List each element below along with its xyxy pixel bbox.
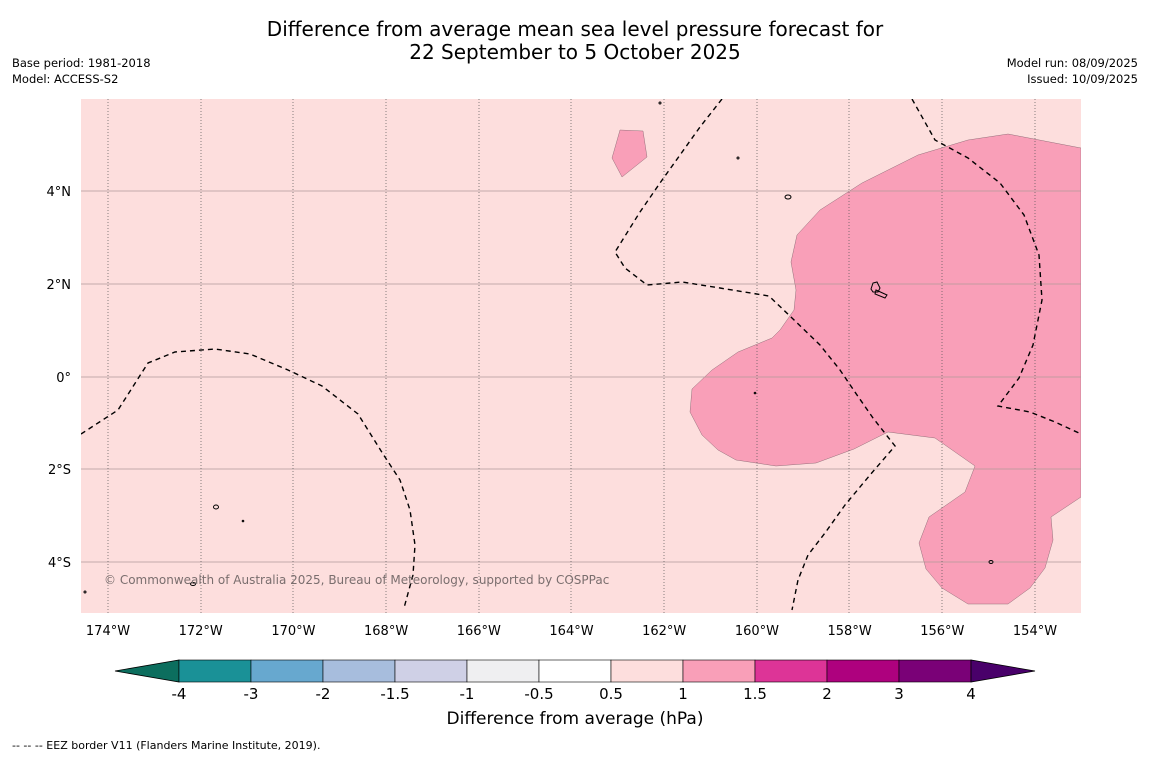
colorbar-tick: 4 (966, 685, 976, 703)
model-run: Model run: 08/09/2025 (1006, 56, 1138, 70)
colorbar-segment (898, 659, 972, 683)
colorbar-tick: -2 (316, 685, 331, 703)
copyright-text: © Commonwealth of Australia 2025, Bureau… (104, 573, 609, 587)
colorbar-segment (826, 659, 900, 683)
lon-label: 156°W (920, 624, 964, 639)
eez-borders (81, 99, 1081, 611)
colorbar-segment (754, 659, 828, 683)
latitude-labels: 4°N 2°N 0° 2°S 4°S (47, 185, 72, 571)
lon-label: 154°W (1013, 624, 1057, 639)
colorbar (114, 659, 1036, 683)
anomaly-region-east (689, 133, 1081, 605)
colorbar-title: Difference from average (hPa) (446, 709, 704, 729)
meta-left: Base period: 1981-2018 Model: ACCESS-S2 (12, 55, 151, 87)
lon-label: 158°W (828, 624, 872, 639)
lon-label: 166°W (457, 624, 501, 639)
lat-label: 4°N (47, 185, 72, 200)
lat-label: 4°S (48, 556, 71, 571)
colorbar-segment (178, 659, 252, 683)
colorbar-extend-high (970, 659, 1036, 683)
colorbar-segment (538, 659, 612, 683)
colorbar-tick: 1.5 (743, 685, 767, 703)
lon-label: 168°W (364, 624, 408, 639)
colorbar-tick: -0.5 (524, 685, 553, 703)
anomaly-region-north (611, 129, 648, 178)
base-period: Base period: 1981-2018 (12, 56, 151, 70)
lat-label: 0° (56, 371, 71, 386)
colorbar-tick: 3 (894, 685, 904, 703)
meta-right: Model run: 08/09/2025 Issued: 10/09/2025 (1007, 55, 1138, 87)
chart-title: Difference from average mean sea level p… (0, 18, 1150, 64)
longitude-labels: 174°W 172°W 170°W 168°W 166°W 164°W 162°W 160°W… (86, 624, 1057, 639)
colorbar-segment (466, 659, 540, 683)
lat-label: 2°N (47, 278, 72, 293)
model-name: Model: ACCESS-S2 (12, 72, 119, 86)
issued-date: Issued: 10/09/2025 (1027, 72, 1138, 86)
colorbar-tick: 0.5 (599, 685, 623, 703)
colorbar-extend-low (114, 659, 180, 683)
colorbar-tick: -3 (244, 685, 259, 703)
colorbar-segment (610, 659, 684, 683)
colorbar-segment (250, 659, 324, 683)
lon-label: 170°W (271, 624, 315, 639)
colorbar-segment (682, 659, 756, 683)
title-line-1: Difference from average mean sea level p… (266, 17, 884, 41)
colorbar-tick: -4 (172, 685, 187, 703)
colorbar-tick: 1 (678, 685, 688, 703)
island-outlines (83, 101, 994, 594)
title-line-2: 22 September to 5 October 2025 (409, 40, 741, 64)
colorbar-tick: 2 (822, 685, 832, 703)
eez-footnote: -- -- -- EEZ border V11 (Flanders Marine… (12, 739, 321, 752)
lat-label: 2°S (48, 463, 71, 478)
colorbar-tick: -1.5 (380, 685, 409, 703)
lon-label: 162°W (642, 624, 686, 639)
lon-label: 174°W (86, 624, 130, 639)
colorbar-tick: -1 (460, 685, 475, 703)
colorbar-tick-labels: -4 -3 -2 -1.5 -1 -0.5 0.5 1 1.5 2 3 4 (172, 685, 976, 703)
colorbar-segment (394, 659, 468, 683)
latitude-gridlines (81, 190, 1081, 563)
lon-label: 172°W (179, 624, 223, 639)
lon-label: 164°W (549, 624, 593, 639)
colorbar-segment (322, 659, 396, 683)
lon-label: 160°W (735, 624, 779, 639)
